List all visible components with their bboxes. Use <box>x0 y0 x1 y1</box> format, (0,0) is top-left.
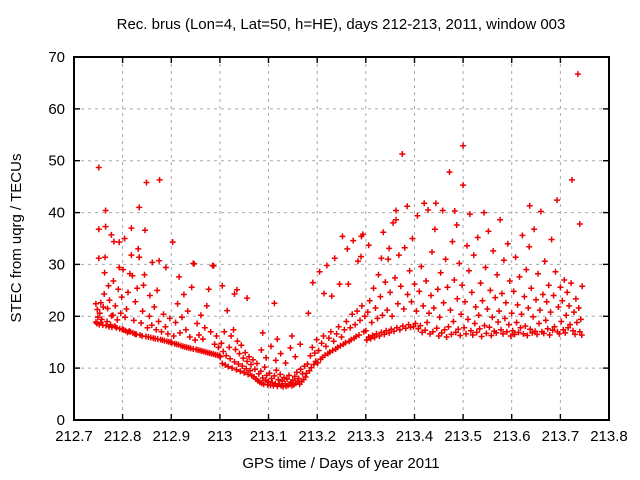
scatter-plus-markers <box>92 71 586 390</box>
x-tick-label: 213.4 <box>396 428 434 445</box>
y-tick-label: 0 <box>57 412 65 429</box>
y-tick-label: 20 <box>48 308 65 325</box>
y-tick-label: 70 <box>48 49 65 66</box>
y-tick-label: 10 <box>48 360 65 377</box>
chart-title: Rec. brus (Lon=4, Lat=50, h=HE), days 21… <box>117 16 566 33</box>
x-tick-label: 213.3 <box>347 428 385 445</box>
y-axis-label: STEC from uqrg / TECUs <box>8 154 25 323</box>
x-tick-label: 213.2 <box>298 428 336 445</box>
plot-border <box>73 56 610 421</box>
x-tick-label: 212.8 <box>104 428 142 445</box>
x-tick-label: 213.5 <box>444 428 482 445</box>
x-tick-label: 213.1 <box>250 428 288 445</box>
x-tick-label: 213.7 <box>542 428 580 445</box>
grid-layer <box>74 57 609 420</box>
x-tick-label: 213.8 <box>590 428 628 445</box>
y-tick-label: 40 <box>48 205 65 222</box>
y-tick-label: 60 <box>48 101 65 118</box>
x-axis-label: GPS time / Days of year 2011 <box>242 455 439 472</box>
axes-frame-layer: 212.7 212.8 212.9 213 213.1 213.2 213.3 213.4 21… <box>48 49 627 445</box>
x-tick-label: 212.9 <box>153 428 191 445</box>
y-tick-label: 30 <box>48 256 65 273</box>
x-tick-label: 212.7 <box>55 428 93 445</box>
x-tick-label: 213 <box>207 428 232 445</box>
y-tick-label: 50 <box>48 153 65 170</box>
data-points-layer <box>92 71 586 390</box>
x-tick-label: 213.6 <box>493 428 531 445</box>
